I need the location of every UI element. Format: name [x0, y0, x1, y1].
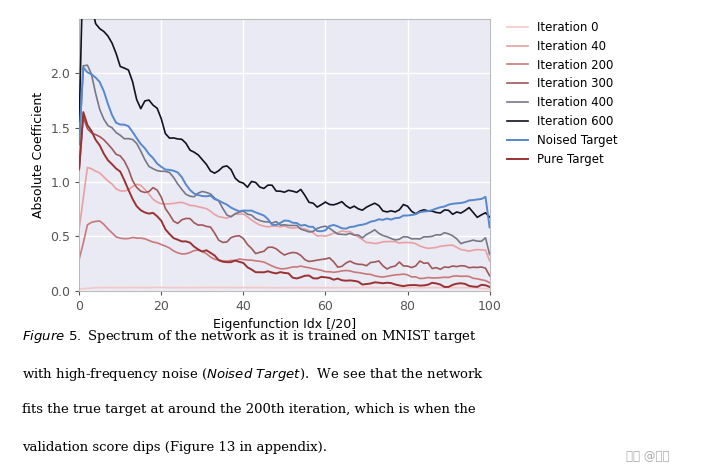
Text: validation score dips (Figure 13 in appendix).: validation score dips (Figure 13 in appe…: [22, 441, 327, 454]
Line: Iteration 600: Iteration 600: [79, 0, 490, 217]
Legend: Iteration 0, Iteration 40, Iteration 200, Iteration 300, Iteration 400, Iteratio: Iteration 0, Iteration 40, Iteration 200…: [502, 16, 623, 171]
Line: Noised Target: Noised Target: [79, 68, 490, 231]
Line: Iteration 0: Iteration 0: [79, 287, 490, 289]
Noised Target: [485, 225, 494, 230]
Iteration 0: [149, 285, 158, 290]
Iteration 0: [181, 285, 190, 290]
Iteration 600: [75, 119, 84, 124]
Iteration 0: [75, 286, 84, 292]
Pure Target: [79, 109, 88, 115]
Iteration 600: [181, 140, 190, 146]
Line: Iteration 300: Iteration 300: [79, 117, 490, 276]
Iteration 300: [387, 264, 395, 270]
Text: 知乎 @若羽: 知乎 @若羽: [626, 450, 670, 463]
Iteration 200: [108, 230, 117, 235]
Iteration 0: [387, 285, 395, 290]
Noised Target: [181, 182, 190, 187]
Pure Target: [387, 280, 395, 286]
Line: Iteration 400: Iteration 400: [79, 65, 490, 254]
Iteration 0: [104, 285, 112, 290]
Iteration 40: [325, 232, 334, 238]
Iteration 200: [95, 218, 104, 224]
Y-axis label: Absolute Coefficient: Absolute Coefficient: [32, 92, 45, 218]
Noised Target: [268, 222, 276, 227]
Iteration 600: [108, 40, 117, 46]
Text: $\it{Figure\ 5.}$ Spectrum of the network as it is trained on MNIST target: $\it{Figure\ 5.}$ Spectrum of the networ…: [22, 328, 477, 345]
Iteration 600: [325, 202, 334, 207]
Line: Iteration 40: Iteration 40: [79, 167, 490, 261]
Iteration 400: [83, 62, 91, 68]
Line: Pure Target: Pure Target: [79, 112, 490, 287]
Text: with high-frequency noise ($\it{Noised\ Target}$).  We see that the network: with high-frequency noise ($\it{Noised\ …: [22, 366, 484, 383]
Noised Target: [329, 222, 338, 228]
Iteration 300: [75, 167, 84, 173]
Noised Target: [391, 215, 400, 221]
Iteration 40: [366, 240, 375, 246]
Iteration 200: [366, 272, 375, 277]
Iteration 40: [83, 165, 91, 170]
Iteration 400: [485, 251, 494, 257]
Iteration 200: [181, 251, 190, 257]
Iteration 300: [108, 146, 117, 151]
Text: fits the true target at around the 200th iteration, which is when the: fits the true target at around the 200th…: [22, 403, 475, 416]
Iteration 300: [485, 273, 494, 279]
Iteration 300: [268, 244, 276, 250]
Noised Target: [370, 218, 379, 224]
Iteration 600: [366, 202, 375, 208]
Pure Target: [108, 161, 117, 167]
Iteration 400: [387, 236, 395, 242]
Iteration 300: [181, 216, 190, 221]
Iteration 300: [325, 255, 334, 261]
Iteration 400: [325, 226, 334, 231]
Iteration 400: [108, 125, 117, 130]
Iteration 600: [473, 214, 482, 220]
Iteration 200: [485, 280, 494, 286]
Iteration 600: [387, 208, 395, 214]
Noised Target: [108, 112, 117, 118]
Iteration 200: [75, 257, 84, 262]
Iteration 40: [387, 239, 395, 244]
Line: Iteration 200: Iteration 200: [79, 221, 490, 283]
Pure Target: [268, 270, 276, 275]
Iteration 200: [325, 269, 334, 274]
Iteration 600: [268, 182, 276, 188]
Iteration 400: [181, 191, 190, 197]
Iteration 40: [108, 181, 117, 187]
Iteration 40: [268, 223, 276, 229]
Iteration 40: [485, 258, 494, 264]
Pure Target: [181, 239, 190, 244]
Pure Target: [485, 284, 494, 290]
Iteration 400: [75, 142, 84, 147]
Pure Target: [440, 284, 449, 290]
Iteration 400: [366, 229, 375, 235]
Iteration 400: [268, 220, 276, 226]
Noised Target: [75, 138, 84, 144]
Iteration 200: [268, 263, 276, 269]
Pure Target: [366, 280, 375, 286]
Iteration 600: [485, 214, 494, 220]
Iteration 300: [366, 260, 375, 265]
Iteration 200: [387, 273, 395, 279]
Iteration 0: [325, 285, 334, 291]
Pure Target: [75, 166, 84, 171]
Iteration 0: [485, 286, 494, 292]
Iteration 40: [75, 226, 84, 231]
Iteration 40: [181, 201, 190, 206]
X-axis label: Eigenfunction Idx [/20]: Eigenfunction Idx [/20]: [213, 318, 356, 332]
Iteration 0: [366, 285, 375, 290]
Iteration 300: [79, 114, 88, 120]
Pure Target: [325, 275, 334, 281]
Noised Target: [79, 65, 88, 70]
Noised Target: [317, 228, 325, 234]
Iteration 0: [268, 285, 276, 290]
